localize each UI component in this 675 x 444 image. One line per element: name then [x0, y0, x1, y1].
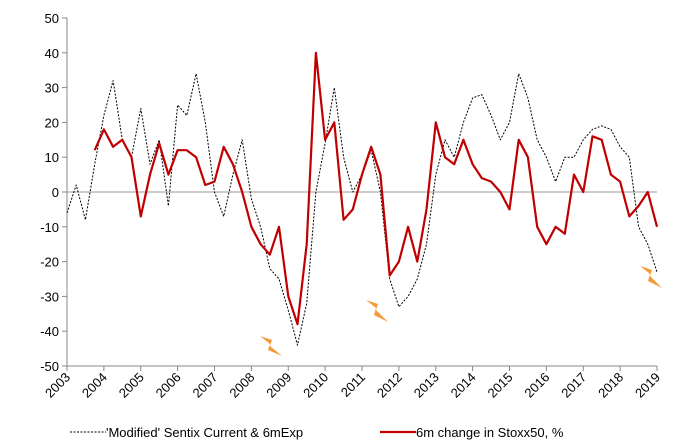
x-tick-label: 2015	[485, 370, 516, 401]
y-tick-label: -30	[40, 289, 59, 304]
x-tick-label: 2011	[338, 370, 368, 400]
legend-label: 6m change in Stoxx50, %	[416, 425, 564, 440]
x-tick-label: 2004	[79, 370, 110, 401]
x-tick-label: 2014	[448, 370, 479, 401]
x-tick-label: 2007	[190, 370, 221, 401]
legend-label: 'Modified' Sentix Current & 6mExp	[106, 425, 303, 440]
series-line	[93, 51, 659, 326]
x-tick-label: 2008	[226, 370, 257, 401]
lightning-icons	[260, 266, 662, 356]
y-tick-label: -50	[40, 359, 59, 374]
series-line	[66, 73, 658, 346]
x-tick-label: 2013	[411, 370, 442, 401]
x-tick-label: 2012	[374, 370, 405, 401]
lightning-icon	[260, 336, 282, 356]
lightning-icon	[640, 266, 662, 288]
x-tick-label: 2009	[263, 370, 294, 401]
x-tick-label: 2006	[153, 370, 184, 401]
x-tick-label: 2018	[595, 370, 626, 401]
y-tick-label: 50	[45, 11, 59, 26]
x-tick-label: 2016	[521, 370, 552, 401]
y-tick-label: 0	[52, 185, 59, 200]
y-tick-label: -20	[40, 255, 59, 270]
x-tick-label: 2010	[300, 370, 331, 401]
y-tick-label: -10	[40, 220, 59, 235]
x-tick-label: 2005	[116, 370, 147, 401]
x-tick-label: 2019	[632, 370, 663, 401]
x-tick-label: 2003	[42, 370, 73, 401]
y-tick-label: 10	[45, 150, 59, 165]
y-tick-label: 20	[45, 115, 59, 130]
y-tick-label: 40	[45, 46, 59, 61]
lightning-icon	[366, 300, 388, 322]
y-tick-label: 30	[45, 81, 59, 96]
y-tick-label: -40	[40, 324, 59, 339]
x-tick-label: 2017	[558, 370, 589, 401]
